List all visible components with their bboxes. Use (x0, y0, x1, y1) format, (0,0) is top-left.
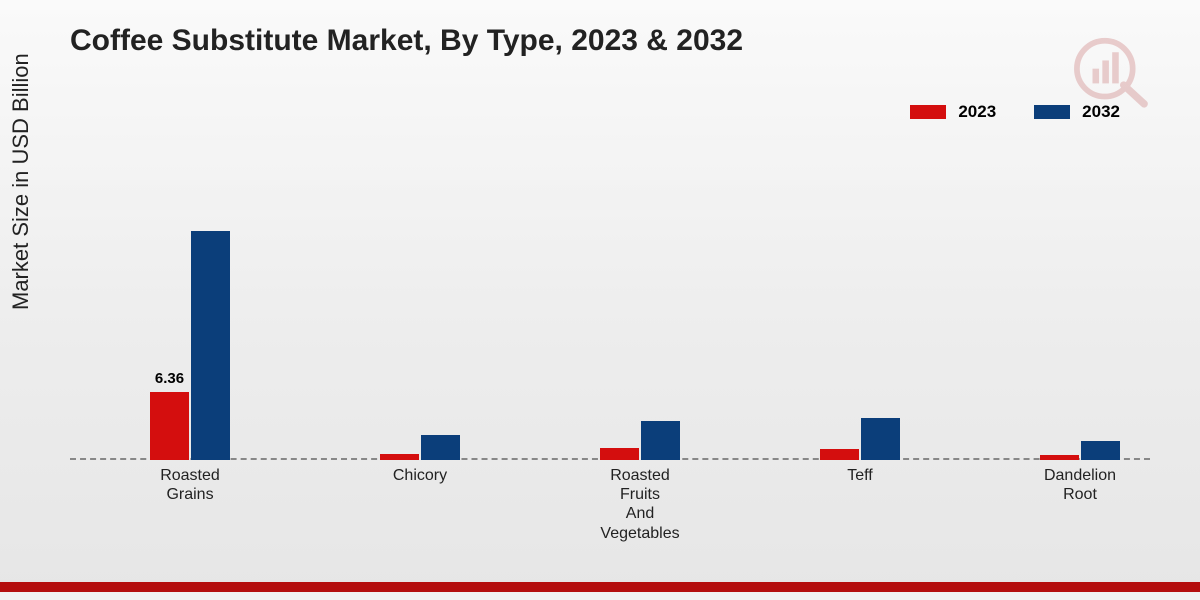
bar-group (600, 421, 680, 460)
bar-2023 (820, 449, 859, 460)
bar-2023 (380, 454, 419, 460)
legend: 2023 2032 (910, 102, 1120, 122)
category-label: Dandelion Root (1000, 466, 1160, 504)
bar-2023 (600, 448, 639, 460)
legend-item-2032: 2032 (1034, 102, 1120, 122)
bar-group (380, 435, 460, 460)
bar-2032 (191, 231, 230, 460)
bar-2023: 6.36 (150, 392, 189, 460)
category-label: Teff (780, 466, 940, 485)
watermark-logo (1072, 26, 1154, 108)
bar-group: 6.36 (150, 231, 230, 460)
footer-bar (0, 582, 1200, 592)
bar-2032 (641, 421, 680, 460)
legend-label-2023: 2023 (958, 102, 996, 122)
category-label: Chicory (340, 466, 500, 485)
footer-border (0, 592, 1200, 600)
y-axis-label: Market Size in USD Billion (8, 53, 34, 310)
legend-item-2023: 2023 (910, 102, 996, 122)
bar-group (1040, 441, 1120, 460)
bar-2032 (1081, 441, 1120, 460)
category-label: Roasted Fruits And Vegetables (560, 466, 720, 543)
bar-2023 (1040, 455, 1079, 460)
bar-2032 (861, 418, 900, 460)
category-label: Roasted Grains (110, 466, 270, 504)
bar-value-label: 6.36 (150, 370, 189, 387)
legend-swatch-2023 (910, 105, 946, 119)
legend-label-2032: 2032 (1082, 102, 1120, 122)
chart-title: Coffee Substitute Market, By Type, 2023 … (70, 24, 743, 58)
legend-swatch-2032 (1034, 105, 1070, 119)
bar-group (820, 418, 900, 460)
bar-2032 (421, 435, 460, 460)
chart-plot-area: 6.36 (70, 140, 1150, 460)
